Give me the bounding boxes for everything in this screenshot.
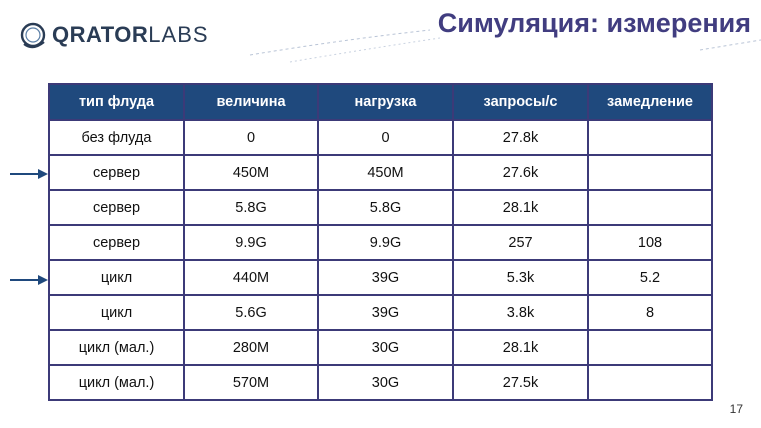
cell-flood-type: без флуда xyxy=(48,119,185,156)
cell-slowdown xyxy=(587,364,713,401)
cell-magnitude: 5.8G xyxy=(183,189,319,226)
table-row: без флуда 0 0 27.8k xyxy=(48,119,713,156)
cell-flood-type: сервер xyxy=(48,224,185,261)
cell-load: 0 xyxy=(317,119,454,156)
cell-flood-type: цикл xyxy=(48,294,185,331)
table-row: сервер 450M 450M 27.6k xyxy=(48,154,713,191)
table-row: сервер 9.9G 9.9G 257 108 xyxy=(48,224,713,261)
cell-slowdown xyxy=(587,329,713,366)
right-arrow-icon xyxy=(10,169,48,179)
cell-flood-type: цикл (мал.) xyxy=(48,364,185,401)
right-arrow-icon xyxy=(10,275,48,285)
cell-load: 5.8G xyxy=(317,189,454,226)
cell-flood-type: цикл xyxy=(48,259,185,296)
page-number: 17 xyxy=(729,402,743,416)
cell-magnitude: 450M xyxy=(183,154,319,191)
cell-slowdown: 5.2 xyxy=(587,259,713,296)
cell-requests: 27.6k xyxy=(452,154,589,191)
slide-title: Симуляция: измерения xyxy=(437,8,751,38)
cell-load: 30G xyxy=(317,329,454,366)
logo-text: QRATORLABS xyxy=(52,22,209,48)
table-header-row: тип флуда величина нагрузка запросы/с за… xyxy=(48,83,713,121)
logo-light-text: LABS xyxy=(148,22,209,47)
cell-flood-type: сервер xyxy=(48,154,185,191)
cell-requests: 28.1k xyxy=(452,329,589,366)
header-magnitude: величина xyxy=(183,83,319,121)
table-row: сервер 5.8G 5.8G 28.1k xyxy=(48,189,713,226)
cell-magnitude: 570M xyxy=(183,364,319,401)
header-requests: запросы/с xyxy=(452,83,589,121)
qrator-logo: QRATORLABS xyxy=(18,20,209,50)
cell-load: 9.9G xyxy=(317,224,454,261)
cell-load: 39G xyxy=(317,259,454,296)
cell-flood-type: цикл (мал.) xyxy=(48,329,185,366)
cell-requests: 28.1k xyxy=(452,189,589,226)
cell-load: 39G xyxy=(317,294,454,331)
cell-requests: 3.8k xyxy=(452,294,589,331)
cell-slowdown xyxy=(587,189,713,226)
table-row: цикл (мал.) 570M 30G 27.5k xyxy=(48,364,713,401)
cell-slowdown xyxy=(587,119,713,156)
cell-magnitude: 280M xyxy=(183,329,319,366)
logo-bold-text: QRATOR xyxy=(52,22,149,47)
cell-slowdown: 108 xyxy=(587,224,713,261)
header-flood-type: тип флуда xyxy=(48,83,185,121)
table-row: цикл (мал.) 280M 30G 28.1k xyxy=(48,329,713,366)
cell-magnitude: 0 xyxy=(183,119,319,156)
cell-requests: 5.3k xyxy=(452,259,589,296)
logo-mark-icon xyxy=(20,22,46,49)
cell-requests: 257 xyxy=(452,224,589,261)
cell-magnitude: 9.9G xyxy=(183,224,319,261)
header-load: нагрузка xyxy=(317,83,454,121)
cell-slowdown xyxy=(587,154,713,191)
header-slowdown: замедление xyxy=(587,83,713,121)
cell-requests: 27.5k xyxy=(452,364,589,401)
cell-load: 30G xyxy=(317,364,454,401)
cell-magnitude: 5.6G xyxy=(183,294,319,331)
measurements-table: тип флуда величина нагрузка запросы/с за… xyxy=(48,83,713,401)
cell-flood-type: сервер xyxy=(48,189,185,226)
cell-load: 450M xyxy=(317,154,454,191)
cell-slowdown: 8 xyxy=(587,294,713,331)
cell-requests: 27.8k xyxy=(452,119,589,156)
table-row: цикл 5.6G 39G 3.8k 8 xyxy=(48,294,713,331)
cell-magnitude: 440M xyxy=(183,259,319,296)
table-row: цикл 440M 39G 5.3k 5.2 xyxy=(48,259,713,296)
